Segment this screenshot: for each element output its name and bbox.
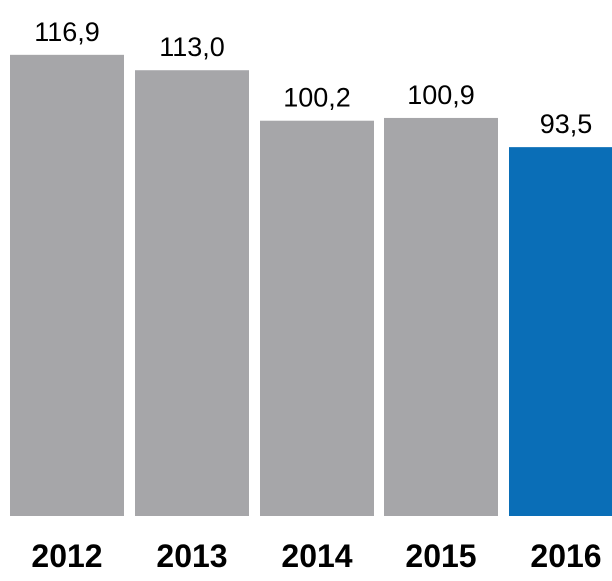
- data-label-2012: 116,9: [34, 17, 100, 47]
- bar-2015: [384, 118, 498, 516]
- bar-2012: [10, 55, 124, 516]
- x-tick-label-2015: 2015: [405, 538, 476, 574]
- data-label-2014: 100,2: [283, 83, 351, 113]
- data-label-2016: 93,5: [540, 109, 593, 139]
- x-tick-label-2014: 2014: [281, 538, 352, 574]
- x-tick-label-2012: 2012: [31, 538, 102, 574]
- category-labels-layer: 2012 2013 2014 2015 2016: [31, 538, 601, 574]
- x-tick-label-2013: 2013: [156, 538, 227, 574]
- bar-2013: [135, 70, 249, 516]
- x-tick-label-2016: 2016: [530, 538, 601, 574]
- data-label-2015: 100,9: [407, 80, 475, 110]
- bars-layer: [10, 55, 612, 516]
- bar-2016: [509, 147, 612, 516]
- bar-2014: [260, 121, 374, 516]
- data-label-2013: 113,0: [159, 32, 225, 62]
